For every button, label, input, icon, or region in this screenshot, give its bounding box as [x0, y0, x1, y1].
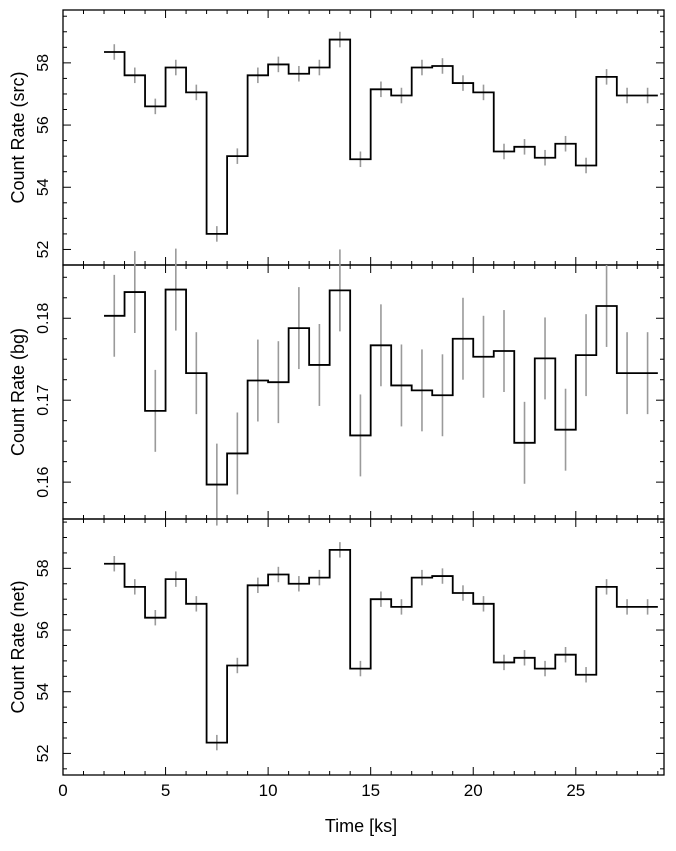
x-tick-label: 10 [259, 781, 278, 800]
y-tick-label: 54 [35, 178, 52, 196]
panel-net: 52 54 56 58 Count Rate (net) 0 5 10 15 20 25 [8, 518, 665, 800]
series-step-line [104, 38, 658, 235]
x-tick-label: 20 [464, 781, 483, 800]
y-tick-label: 54 [35, 683, 52, 701]
y-tick-label: 0.18 [35, 303, 52, 334]
x-tick-label: 5 [161, 781, 170, 800]
series-step-line [104, 288, 658, 486]
y-tick-label: 52 [35, 744, 52, 762]
x-axis-label: Time [ks] [325, 816, 397, 836]
y-axis-label: Count Rate (src) [8, 71, 28, 203]
y-axis-label: Count Rate (bg) [8, 328, 28, 456]
panel-src: 52 54 56 58 Count Rate (src) [8, 9, 665, 266]
y-tick-label: 58 [35, 54, 52, 72]
y-tick-label: 58 [35, 559, 52, 577]
x-tick-label: 25 [566, 781, 585, 800]
panel-bg: 0.16 0.17 0.18 Count Rate (bg) [8, 248, 665, 526]
x-tick-label: 15 [361, 781, 380, 800]
y-tick-label: 56 [35, 116, 52, 134]
y-tick-label: 52 [35, 240, 52, 258]
panel-frame [62, 9, 665, 266]
y-tick-label: 0.16 [35, 466, 52, 497]
y-tick-label: 56 [35, 621, 52, 639]
y-axis-label: Count Rate (net) [8, 580, 28, 713]
panel-frame [62, 518, 665, 776]
x-tick-label: 0 [58, 781, 67, 800]
y-tick-label: 0.17 [35, 385, 52, 416]
series-step-line [104, 548, 658, 744]
panel-frame [62, 264, 665, 520]
